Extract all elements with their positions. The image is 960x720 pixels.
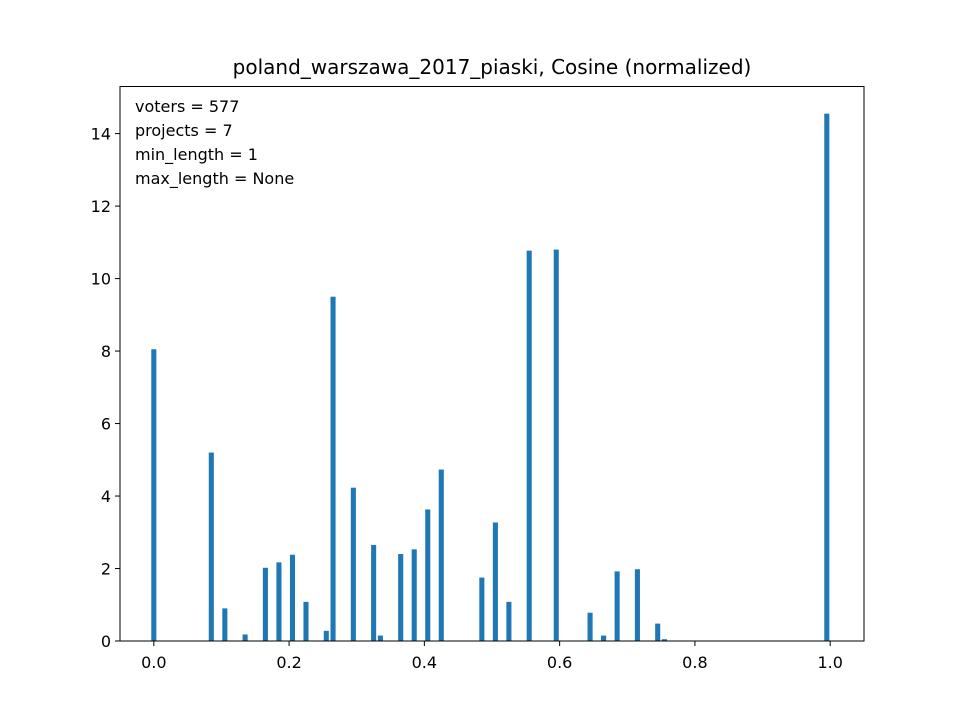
bars-group (151, 113, 830, 642)
annotation-projects: projects = 7 (135, 121, 233, 140)
histogram-bar (330, 296, 336, 641)
annotation-min-length: min_length = 1 (135, 145, 258, 165)
histogram-bar (411, 549, 417, 641)
y-axis: 0 2 4 6 8 10 12 14 (91, 125, 120, 651)
y-tick-label: 8 (101, 342, 111, 361)
histogram-bar (350, 487, 356, 641)
y-tick-label: 6 (101, 415, 111, 434)
y-tick-label: 10 (91, 270, 111, 289)
histogram-bar (526, 250, 532, 641)
histogram-bar (553, 249, 559, 641)
histogram-bar (208, 452, 214, 641)
histogram-bar (151, 349, 157, 641)
annotation-voters: voters = 577 (135, 97, 239, 116)
histogram-bar (289, 554, 296, 641)
x-tick-label: 0.2 (276, 653, 301, 672)
histogram-bar (242, 634, 248, 641)
histogram-bar (262, 567, 268, 641)
histogram-bar (222, 608, 228, 641)
x-tick-label: 0.8 (682, 653, 707, 672)
x-axis: 0.0 0.2 0.4 0.6 0.8 1.0 (141, 641, 843, 672)
chart-title: poland_warszawa_2017_piaski, Cosine (nor… (233, 55, 752, 79)
histogram-bar (438, 469, 444, 641)
x-tick-label: 0.0 (141, 653, 166, 672)
y-tick-label: 0 (101, 632, 111, 651)
histogram-bar (634, 569, 640, 641)
histogram-bar (479, 577, 485, 641)
histogram-bar (601, 635, 607, 641)
histogram-bar (824, 113, 830, 642)
annotation-max-length: max_length = None (135, 169, 294, 189)
histogram-bar (492, 522, 498, 641)
y-tick-label: 14 (91, 125, 111, 144)
histogram-bar (655, 623, 661, 641)
y-tick-label: 2 (101, 560, 111, 579)
histogram-bar (323, 630, 329, 641)
histogram-bar (425, 509, 431, 641)
histogram-bar (398, 554, 404, 641)
x-tick-label: 0.4 (412, 653, 437, 672)
x-tick-label: 0.6 (547, 653, 572, 672)
histogram-bar (587, 612, 593, 641)
x-tick-label: 1.0 (817, 653, 842, 672)
histogram-bar (506, 601, 512, 641)
histogram-bar (661, 639, 668, 641)
histogram-bar (276, 562, 282, 641)
y-tick-label: 4 (101, 487, 111, 506)
annotation-block: voters = 577 projects = 7 min_length = 1… (135, 97, 294, 189)
plot-frame (119, 86, 865, 642)
histogram-bar (614, 571, 620, 641)
y-tick-label: 12 (91, 197, 111, 216)
histogram-bar (377, 635, 383, 641)
histogram-bar (371, 544, 377, 641)
histogram-bar (303, 601, 309, 641)
